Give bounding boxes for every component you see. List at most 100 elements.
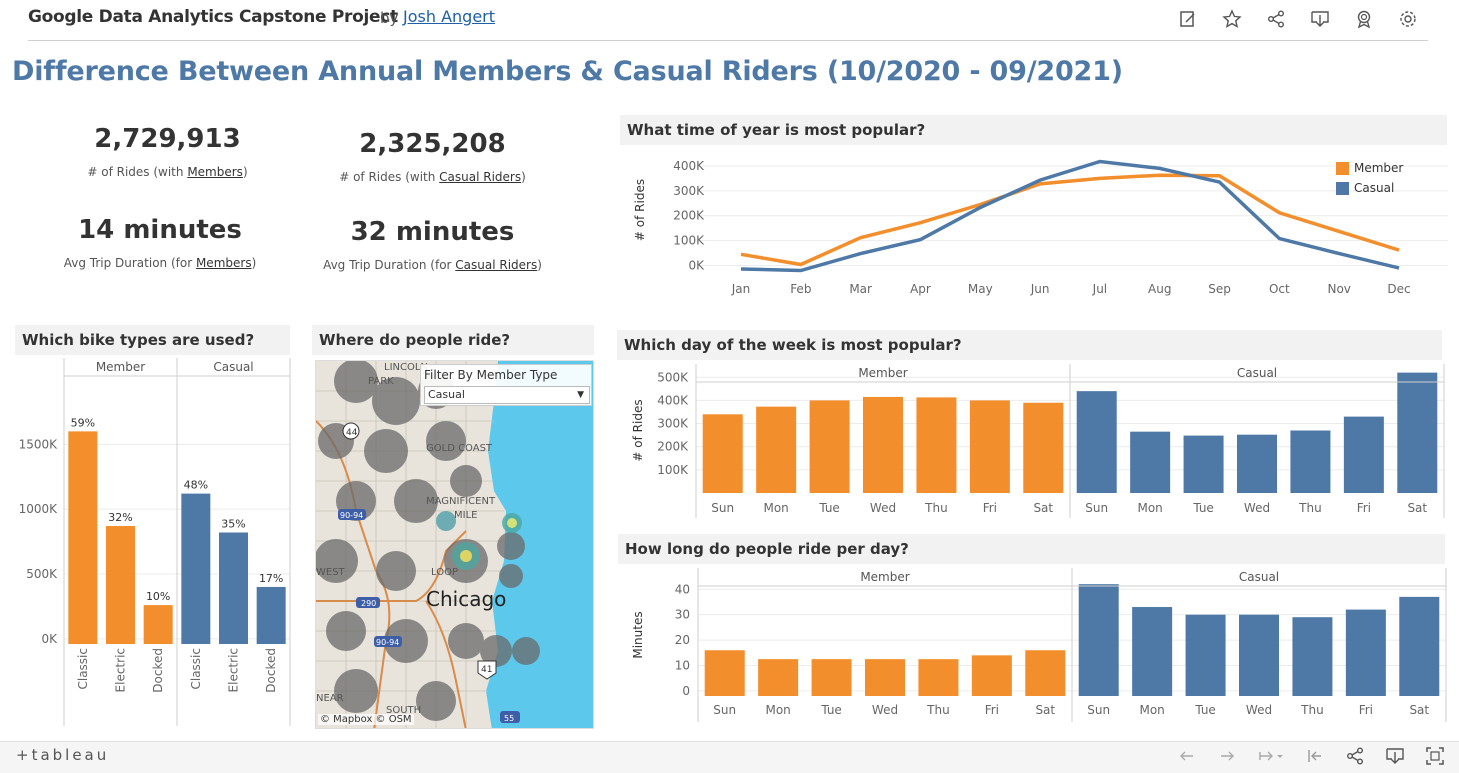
bar	[1078, 584, 1119, 696]
author-link[interactable]: Josh Angert	[403, 7, 496, 26]
kpi-value: 32 minutes	[350, 217, 515, 247]
svg-text:Chicago: Chicago	[426, 587, 506, 611]
toolbar-icons	[1177, 8, 1419, 30]
member-type-select[interactable]: Casual ▼	[424, 386, 590, 404]
badge-icon[interactable]	[1353, 8, 1375, 30]
x-tick-label: Sat	[1407, 501, 1427, 515]
legend-swatch	[1336, 182, 1349, 195]
svg-text:55: 55	[504, 714, 514, 723]
svg-text:90-94: 90-94	[340, 511, 363, 520]
ride-heat-map[interactable]: LINCOLN PARK GOLD COAST MAGNIFICENT MILE…	[315, 360, 594, 729]
settings-icon[interactable]	[1397, 8, 1419, 30]
bar	[863, 396, 903, 493]
day-of-week-chart: 100K 200K 300K 400K 500K # of Rides Member Sun M…	[631, 364, 1445, 518]
x-tick-label: Sun	[713, 703, 736, 717]
svg-text:LINCOLN: LINCOLN	[384, 362, 428, 373]
kpi-value: 14 minutes	[78, 215, 242, 245]
svg-text:41: 41	[481, 665, 492, 675]
casual-link[interactable]: Casual Riders	[439, 170, 522, 184]
download-icon[interactable]	[1385, 746, 1405, 771]
bar	[68, 431, 98, 644]
bar	[1023, 402, 1064, 493]
x-tick-label: Feb	[790, 282, 811, 296]
map-credit[interactable]: © Mapbox © OSM	[318, 714, 414, 725]
dashboard-title: Difference Between Annual Members & Casu…	[12, 56, 1123, 87]
legend-label: Casual	[1354, 181, 1394, 195]
project-title: Google Data Analytics Capstone Project	[28, 7, 398, 27]
data-label: 35%	[221, 518, 245, 531]
x-tick-label: Sun	[1085, 501, 1108, 515]
bar	[969, 400, 1010, 493]
data-label: 48%	[184, 479, 208, 492]
x-tick-label: Jun	[1030, 282, 1050, 296]
download-icon[interactable]	[1309, 8, 1331, 30]
bar	[1025, 650, 1066, 696]
bike-types-chart: 0K 500K 1000K 1500K Member 59% Classic 32% Elect…	[19, 358, 291, 726]
member-link[interactable]: Members	[187, 165, 243, 179]
y-axis-label: # of Rides	[633, 179, 647, 241]
facet-label: Casual	[213, 360, 253, 374]
y-tick-label: 10	[675, 659, 690, 673]
section-bike-types: Which bike types are used?	[15, 325, 290, 355]
svg-text:GOLD COAST: GOLD COAST	[426, 443, 493, 454]
bar	[1130, 431, 1171, 493]
facet-label: Member	[96, 360, 145, 374]
kpi-casual-duration: 32 minutes Avg Trip Duration (for Casual…	[320, 217, 545, 272]
kpi-label: Avg Trip Duration (for Members)	[63, 256, 257, 270]
y-tick-label: 100K	[657, 463, 689, 477]
y-tick-label: 500K	[26, 567, 58, 581]
share-icon[interactable]	[1265, 8, 1287, 30]
svg-text:LOOP: LOOP	[431, 567, 458, 578]
x-tick-label: Mon	[763, 501, 788, 515]
fullscreen-icon[interactable]	[1425, 746, 1445, 771]
star-icon[interactable]	[1221, 8, 1243, 30]
svg-text:WEST: WEST	[316, 567, 346, 578]
svg-text:MILE: MILE	[454, 510, 477, 521]
member-link[interactable]: Members	[195, 256, 252, 270]
casual-link[interactable]: Casual Riders	[455, 258, 538, 272]
x-tick-label: Fri	[983, 501, 997, 515]
bar	[1343, 416, 1384, 493]
y-tick-label: 300K	[673, 184, 705, 198]
revert-icon[interactable]	[1257, 746, 1285, 771]
x-tick-label: Classic	[189, 648, 203, 690]
x-tick-label: Aug	[1148, 282, 1171, 296]
share-icon[interactable]	[1345, 746, 1365, 771]
edit-icon[interactable]	[1177, 8, 1199, 30]
x-tick-label: Thu	[926, 703, 950, 717]
time-of-year-chart: 0K 100K 200K 300K 400K # of Rides Jan Feb Mar Apr…	[633, 159, 1448, 296]
x-tick-label: Jan	[731, 282, 751, 296]
x-tick-label: Wed	[1246, 703, 1272, 717]
x-tick-label: Sun	[711, 501, 734, 515]
x-tick-label: Electric	[227, 648, 241, 692]
reset-icon[interactable]	[1305, 746, 1325, 771]
x-tick-label: Jul	[1092, 282, 1107, 296]
filter-label: Filter By Member Type	[424, 368, 558, 382]
bar	[811, 659, 852, 696]
data-label: 10%	[146, 590, 170, 603]
by-label: by	[380, 9, 399, 27]
svg-text:44: 44	[346, 428, 358, 438]
x-tick-label: Wed	[872, 703, 898, 717]
y-tick-label: 200K	[673, 209, 705, 223]
y-tick-label: 0	[682, 684, 690, 698]
tableau-logo[interactable]: +tableau	[16, 746, 110, 764]
x-tick-label: Fri	[1359, 703, 1373, 717]
kpi-member-rides: 2,729,913 # of Rides (with Members)	[60, 124, 275, 179]
facet-label: Casual	[1237, 366, 1277, 380]
x-tick-label: Wed	[1244, 501, 1270, 515]
header-divider	[28, 40, 1428, 41]
bar	[971, 655, 1012, 696]
kpi-label: Avg Trip Duration (for Casual Riders)	[323, 258, 542, 272]
svg-text:290: 290	[361, 599, 376, 608]
x-tick-label: Tue	[818, 501, 840, 515]
x-tick-label: Thu	[1300, 703, 1324, 717]
bar	[219, 532, 248, 644]
y-tick-label: 100K	[673, 234, 705, 248]
x-tick-label: Sat	[1035, 703, 1055, 717]
redo-icon[interactable]	[1217, 746, 1237, 771]
top-bar: Google Data Analytics Capstone Project b…	[0, 0, 1459, 38]
legend-swatch	[1336, 162, 1349, 175]
undo-icon[interactable]	[1177, 746, 1197, 771]
section-where: Where do people ride?	[312, 325, 594, 355]
